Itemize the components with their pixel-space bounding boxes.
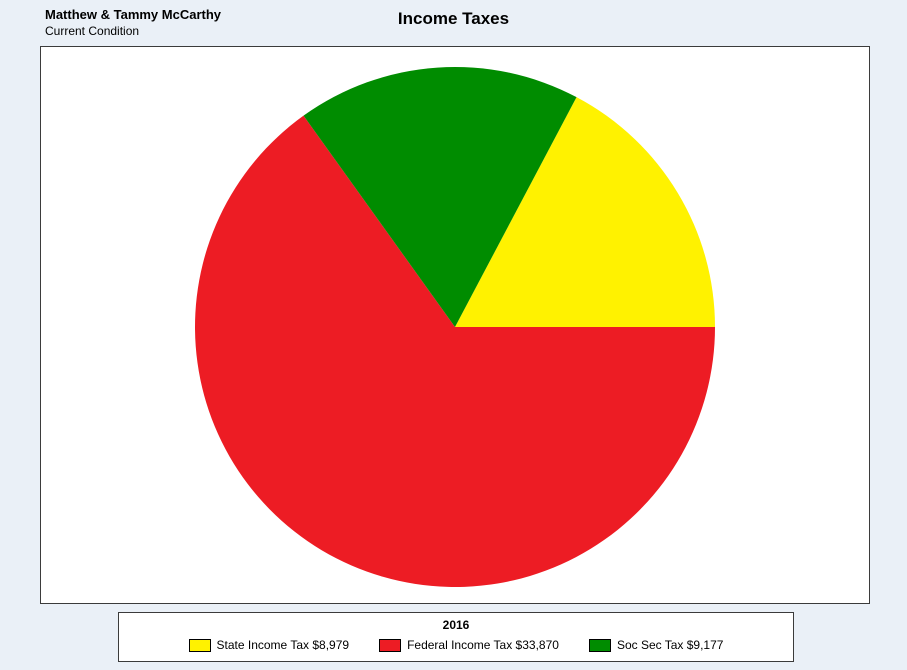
legend-item: Soc Sec Tax $9,177 (589, 638, 724, 652)
legend-swatch (379, 639, 401, 652)
chart-title: Income Taxes (0, 9, 907, 29)
legend-frame: 2016 State Income Tax $8,979 Federal Inco… (118, 612, 794, 662)
legend-item: Federal Income Tax $33,870 (379, 638, 559, 652)
legend-label: State Income Tax $8,979 (217, 638, 350, 652)
legend-label: Soc Sec Tax $9,177 (617, 638, 724, 652)
legend-label: Federal Income Tax $33,870 (407, 638, 559, 652)
legend-row: State Income Tax $8,979 Federal Income Ta… (119, 638, 793, 652)
chart-frame (40, 46, 870, 604)
legend-item: State Income Tax $8,979 (189, 638, 350, 652)
legend-swatch (189, 639, 211, 652)
pie-chart (41, 47, 869, 603)
legend-title: 2016 (119, 618, 793, 632)
legend-swatch (589, 639, 611, 652)
